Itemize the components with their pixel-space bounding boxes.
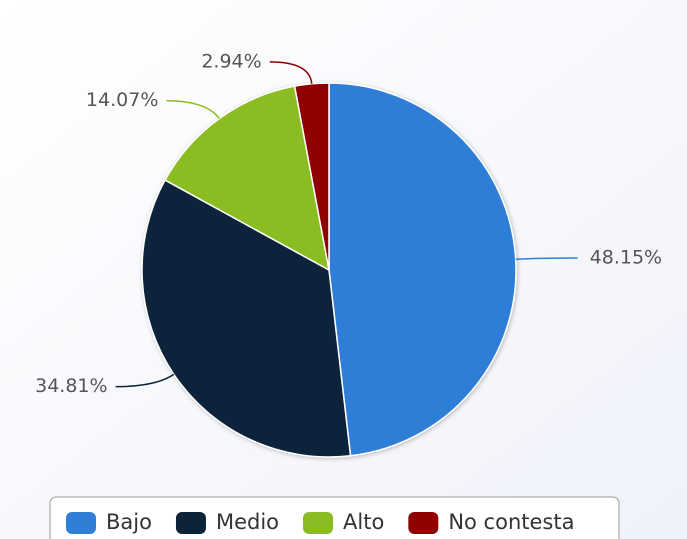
connector bbox=[166, 99, 220, 120]
connector bbox=[115, 373, 175, 388]
data-label: 34.81% bbox=[35, 375, 107, 397]
data-label: 48.15% bbox=[590, 246, 662, 268]
connector bbox=[515, 257, 578, 260]
legend-label: No contesta bbox=[448, 510, 574, 534]
legend-label: Bajo bbox=[106, 510, 152, 534]
legend-symbol bbox=[408, 512, 439, 534]
data-label: 2.94% bbox=[201, 50, 261, 72]
legend-symbol bbox=[175, 512, 206, 534]
legend-symbol bbox=[303, 512, 334, 534]
pie-slice bbox=[164, 85, 331, 272]
data-label: 14.07% bbox=[86, 89, 158, 111]
pie bbox=[141, 82, 517, 458]
legend-label: Alto bbox=[343, 510, 384, 534]
legend-label: Medio bbox=[216, 510, 279, 534]
connector bbox=[269, 61, 313, 84]
legend-symbol bbox=[66, 512, 96, 534]
